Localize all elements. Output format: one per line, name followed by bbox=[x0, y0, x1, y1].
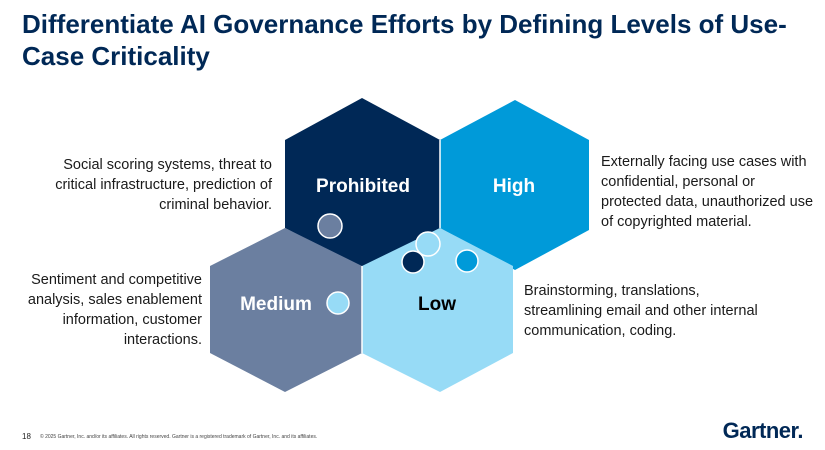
copyright: © 2025 Gartner, Inc. and/or its affiliat… bbox=[40, 434, 318, 440]
medium-description: Sentiment and competitive analysis, sale… bbox=[27, 272, 202, 348]
low-tab-top bbox=[415, 231, 441, 257]
high-tab bbox=[455, 249, 479, 273]
prohibited-label: Prohibited bbox=[316, 176, 410, 197]
low-label: Low bbox=[418, 294, 456, 315]
high-hexagon bbox=[440, 100, 589, 270]
medium-tab bbox=[317, 213, 343, 239]
medium-hexagon bbox=[210, 228, 362, 392]
prohibited-description: Social scoring systems, threat to critic… bbox=[55, 157, 272, 213]
high-label: High bbox=[493, 176, 535, 197]
page-number: 18 bbox=[22, 432, 31, 441]
low-tab-left bbox=[326, 291, 350, 315]
gartner-logo: Gartner. bbox=[722, 418, 804, 443]
high-description: Externally facing use cases with confide… bbox=[601, 154, 814, 230]
page-title: Differentiate AI Governance Efforts by D… bbox=[22, 9, 787, 71]
low-description: Brainstorming, translations, streamlinin… bbox=[524, 283, 758, 339]
medium-label: Medium bbox=[240, 294, 312, 315]
prohibited-tab bbox=[401, 250, 425, 274]
